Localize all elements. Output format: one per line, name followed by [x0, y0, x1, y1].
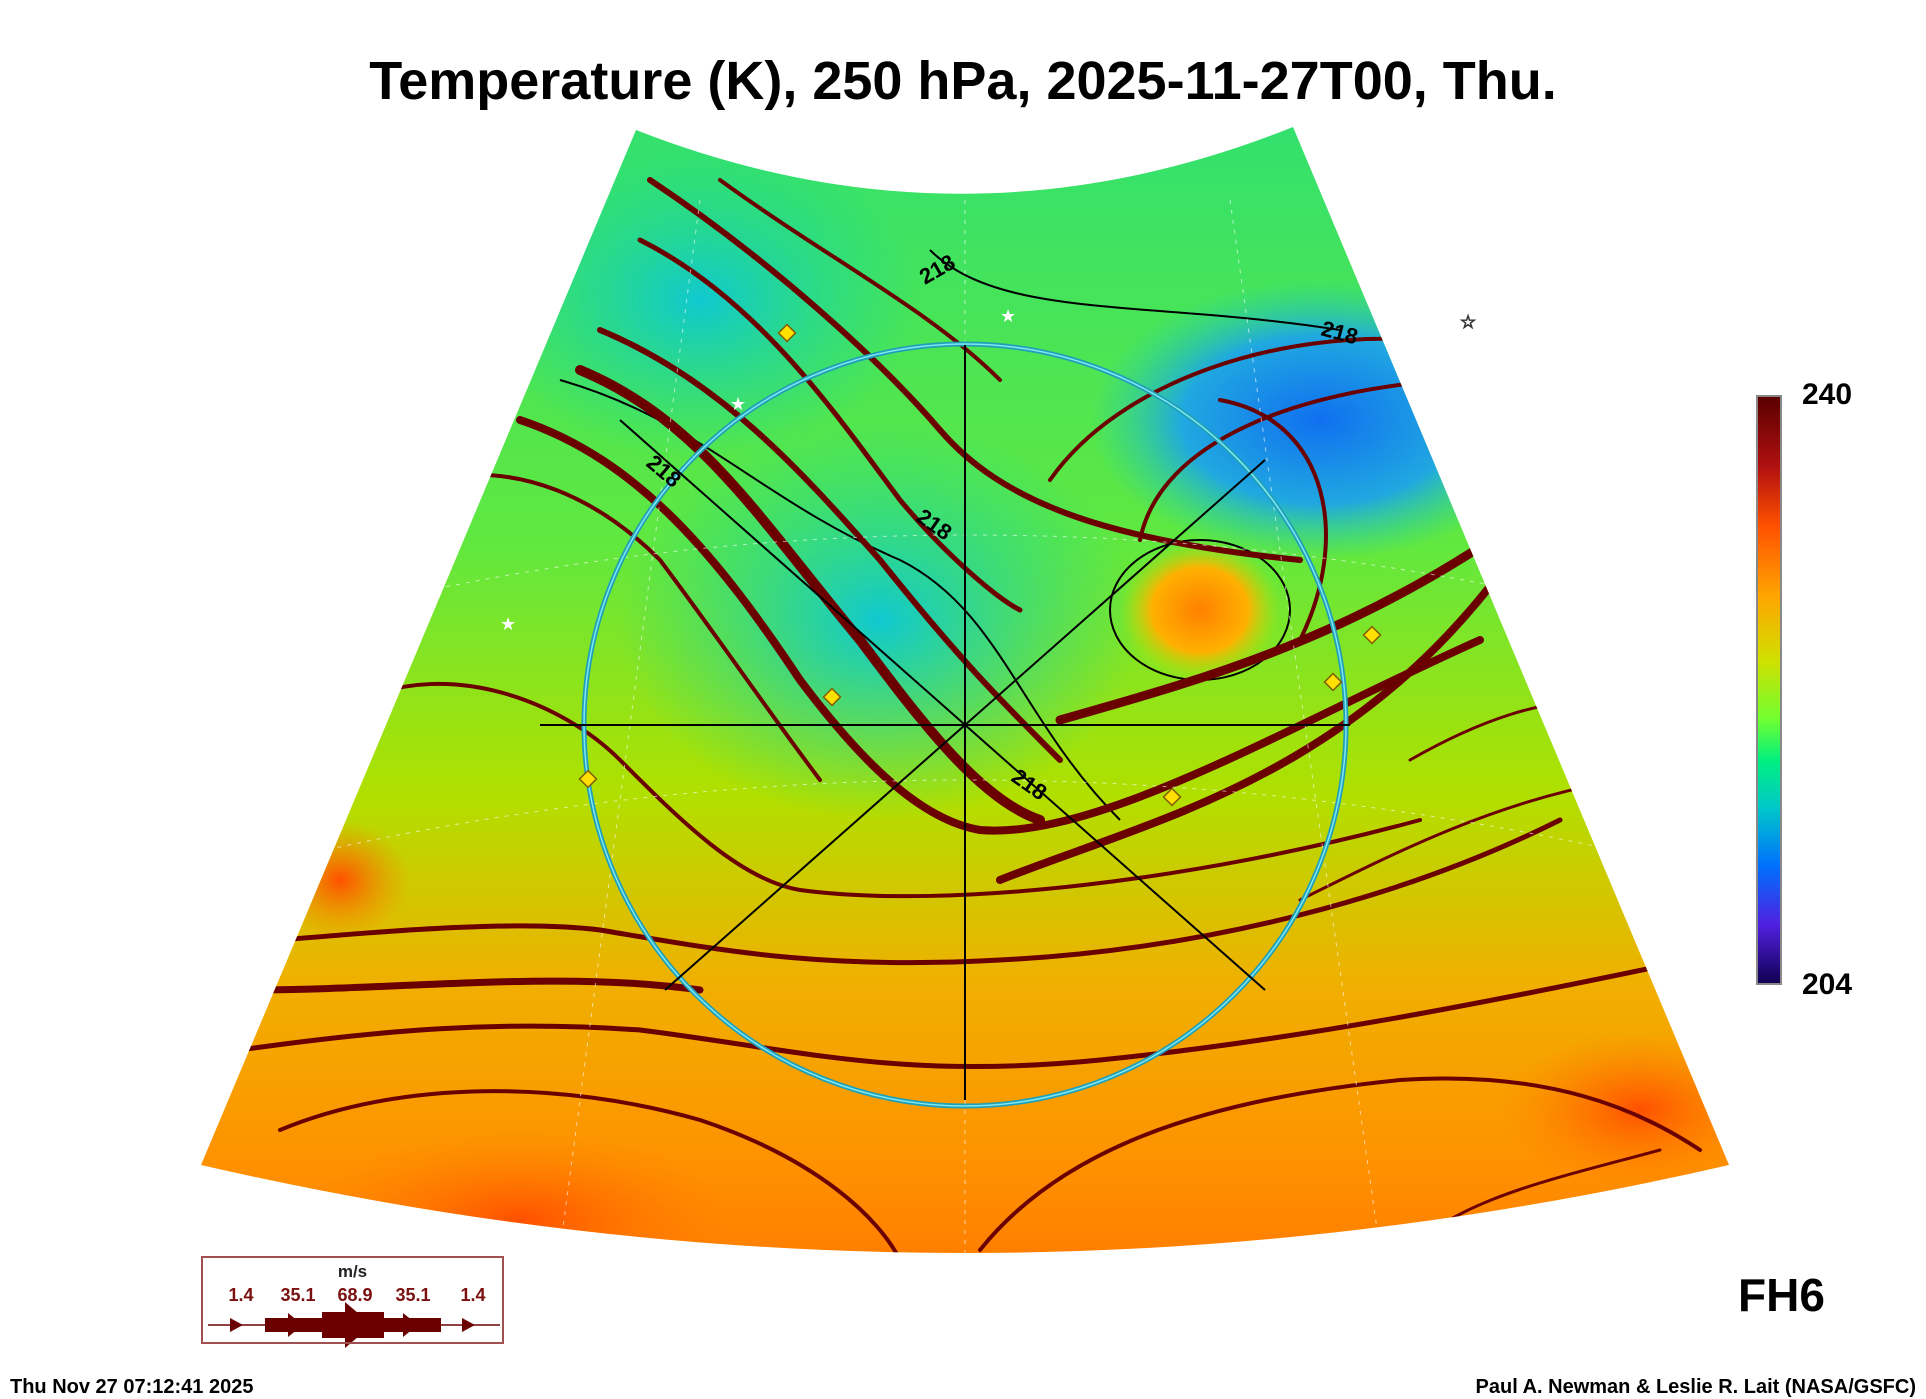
legend-value: 1.4 — [460, 1285, 486, 1305]
legend-value: 35.1 — [280, 1285, 316, 1305]
diamond-marker — [1362, 625, 1382, 645]
star-markers: ☆ ★ ★ ★ ★ — [500, 306, 1486, 634]
legend-arrow — [208, 1302, 500, 1348]
map-domain — [201, 127, 1729, 1253]
colorbar-min-label: 204 — [1802, 968, 1853, 1001]
star-icon: ★ — [730, 394, 746, 414]
star-icon: ☆ — [1460, 312, 1476, 332]
warm-region — [300, 1130, 740, 1253]
legend-unit: m/s — [337, 1262, 368, 1281]
colorbar — [1756, 395, 1782, 985]
star-icon: ★ — [1470, 529, 1486, 549]
forecast-hour: FH6 — [1738, 1269, 1825, 1321]
diamond-marker — [1162, 787, 1182, 807]
colorbar-max-label: 240 — [1802, 378, 1853, 411]
legend-value: 1.4 — [228, 1285, 254, 1305]
warm-core — [1120, 540, 1280, 680]
diamond-marker — [777, 323, 797, 343]
cool-region — [620, 420, 1140, 820]
footer-credit: Paul A. Newman & Leslie R. Lait (NASA/GS… — [1475, 1376, 1916, 1398]
legend-value: 35.1 — [395, 1285, 431, 1305]
warm-core — [270, 820, 410, 940]
diamond-marker — [822, 687, 842, 707]
streamlines — [237, 177, 1702, 1253]
star-icon: ★ — [500, 614, 516, 634]
cold-core — [1090, 280, 1550, 560]
warm-region — [1500, 1030, 1729, 1190]
legend-value: 68.9 — [337, 1285, 373, 1305]
diamond-marker — [578, 769, 598, 789]
crosshair — [540, 345, 1350, 1100]
station-markers — [578, 323, 1382, 807]
star-icon: ★ — [1000, 306, 1016, 326]
footer-timestamp: Thu Nov 27 07:12:41 2025 — [10, 1376, 254, 1398]
cool-region — [480, 140, 920, 460]
map-title: Temperature (K), 250 hPa, 2025-11-27T00,… — [369, 51, 1557, 111]
diamond-marker — [1323, 672, 1343, 692]
wind-speed-legend: m/s 1.4 35.1 68.9 35.1 1.4 — [201, 1256, 504, 1344]
